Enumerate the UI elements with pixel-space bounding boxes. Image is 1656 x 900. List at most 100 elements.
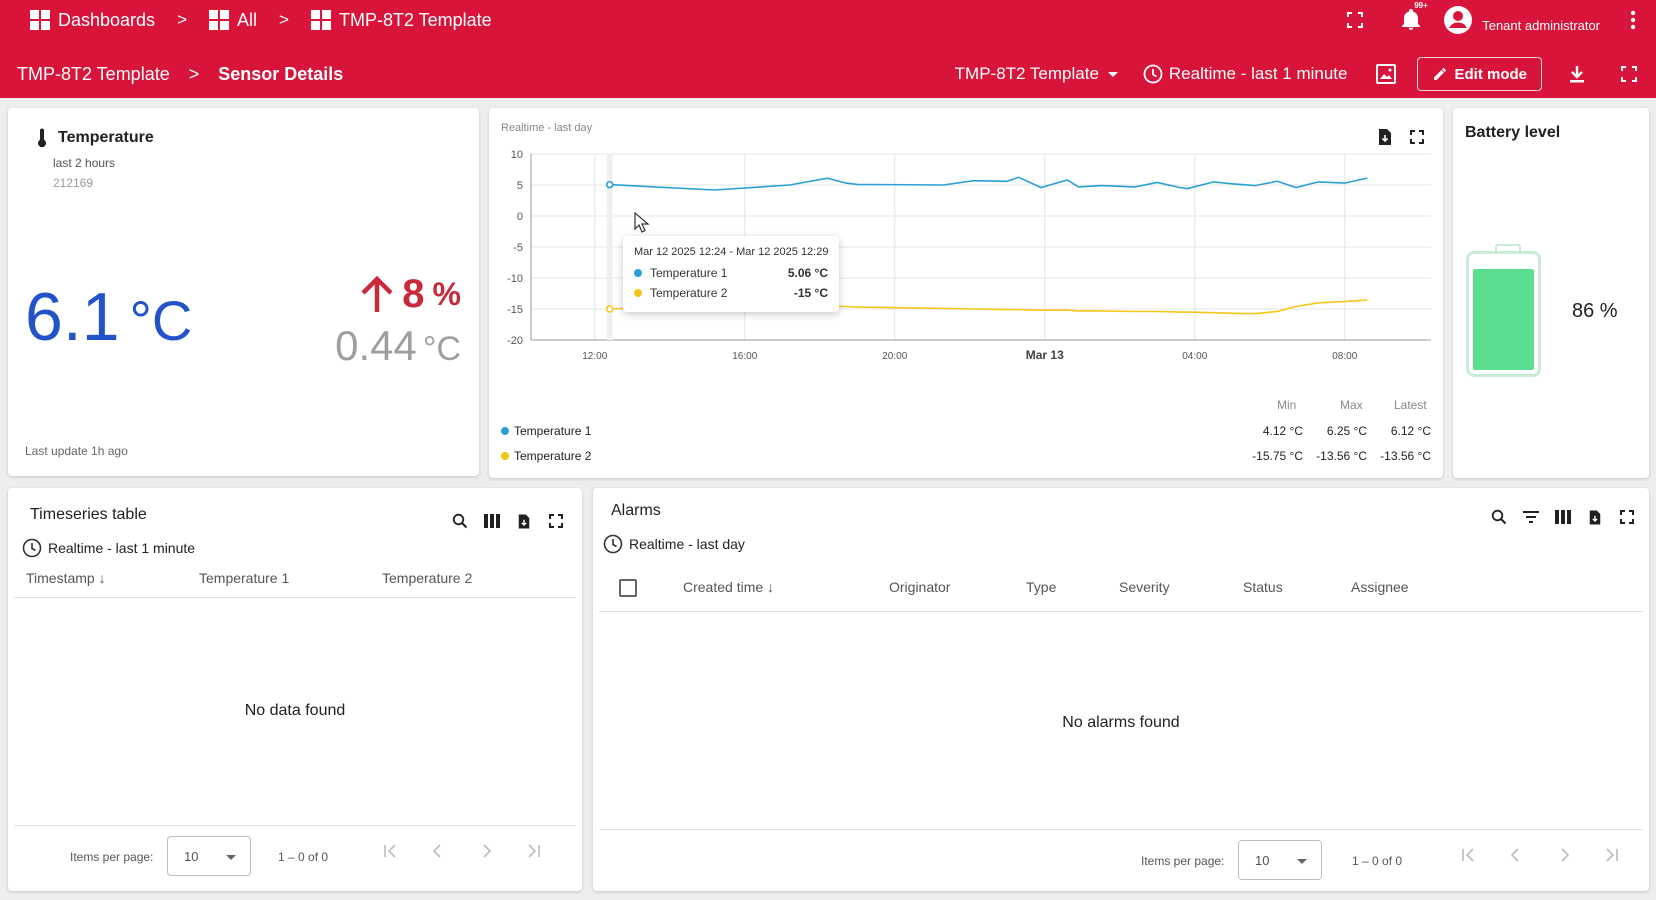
y-tick-label: -10 <box>507 273 523 285</box>
fullscreen-button[interactable] <box>1338 3 1372 37</box>
dashboard-select[interactable]: TMP-8T2 Template <box>955 64 1119 84</box>
x-tick-label: 12:00 <box>582 351 607 362</box>
crumb-dashboards[interactable]: Dashboards <box>30 10 155 31</box>
delta-percent-unit: % <box>432 276 461 312</box>
breadcrumb-separator: > <box>279 10 289 29</box>
legend-latest: 6.12 °C <box>1390 424 1431 438</box>
legend-min: 4.12 °C <box>1262 424 1303 438</box>
series-line-2 <box>609 299 1368 315</box>
series-line-1 <box>609 176 1368 191</box>
export-csv-button[interactable] <box>1369 120 1401 154</box>
timeseries-timewindow[interactable]: Realtime - last 1 minute <box>22 538 195 558</box>
prev-page-button[interactable] <box>414 844 462 858</box>
temperature-unit: °C <box>129 289 193 352</box>
table-header: Created time ↓ Originator Type Severity … <box>599 564 1643 612</box>
page-nav <box>366 844 558 858</box>
items-per-page-label: Items per page: <box>70 850 154 864</box>
export-button[interactable] <box>508 504 540 538</box>
timewindow-label: Realtime - last 1 minute <box>48 540 196 556</box>
items-per-page-select[interactable]: 10 <box>1238 840 1322 880</box>
tooltip-series-name: Temperature 1 <box>650 266 728 280</box>
battery-value: 86 % <box>1572 300 1618 322</box>
search-button[interactable] <box>444 504 476 538</box>
notification-badge: 99+ <box>1414 1 1428 10</box>
first-page-icon <box>1462 848 1474 862</box>
user-avatar[interactable] <box>1438 3 1478 37</box>
legend-item[interactable]: Temperature 1 4.12 °C 6.25 °C 6.12 °C <box>501 424 1431 438</box>
column-severity[interactable]: Severity <box>1119 579 1170 595</box>
dashboard-title[interactable]: TMP-8T2 Template <box>17 63 170 84</box>
search-button[interactable] <box>1483 500 1515 534</box>
temperature-chart-widget: 10 5 0 -5 -10 -15 -20 12:00 16:00 20:00 Mar 13 04:0… <box>489 108 1443 478</box>
tooltip-series-value: 5.06 °C <box>787 266 828 280</box>
chevron-left-icon <box>1510 848 1519 862</box>
columns-icon <box>1555 510 1571 524</box>
legend-max: 6.25 °C <box>1326 424 1367 438</box>
chevron-right-icon <box>483 844 492 858</box>
alarms-timewindow[interactable]: Realtime - last day <box>603 534 745 554</box>
widget-fullscreen-button[interactable] <box>1401 120 1433 154</box>
timewindow-button[interactable]: Realtime - last 1 minute <box>1143 64 1347 84</box>
columns-button[interactable] <box>476 504 508 538</box>
dashboard-icon <box>30 10 50 30</box>
series-dot <box>634 269 642 277</box>
chart-tooltip: Mar 12 2025 12:24 - Mar 12 2025 12:29 Te… <box>623 236 839 312</box>
prev-page-button[interactable] <box>1492 848 1540 862</box>
temperature-value: 6.1 °C <box>25 278 192 356</box>
first-page-button[interactable] <box>1444 848 1492 862</box>
items-per-page-select[interactable]: 10 <box>167 836 251 876</box>
next-page-button[interactable] <box>1540 848 1588 862</box>
column-timestamp[interactable]: Timestamp ↓ <box>26 570 106 586</box>
filter-button[interactable] <box>1515 500 1547 534</box>
more-menu-button[interactable] <box>1616 3 1650 37</box>
y-tick-label: -15 <box>507 304 523 316</box>
dashboard-fullscreen-button[interactable] <box>1612 57 1646 91</box>
delta-percent: 8% <box>360 272 461 317</box>
download-button[interactable] <box>1560 57 1594 91</box>
notifications-button[interactable]: 99+ <box>1394 1 1428 37</box>
y-tick-label: -20 <box>507 335 523 347</box>
paginator: Items per page: 10 1 – 0 of 0 <box>14 825 576 883</box>
filter-icon <box>1523 511 1539 523</box>
file-export-icon <box>1589 510 1601 524</box>
export-image-button[interactable] <box>1369 57 1403 91</box>
y-tick-label: 0 <box>517 211 523 223</box>
legend-dot <box>501 452 509 460</box>
crumb-all[interactable]: All <box>209 10 257 31</box>
fullscreen-icon <box>1410 130 1424 144</box>
crumb-template[interactable]: TMP-8T2 Template <box>310 9 492 31</box>
state-title: Sensor Details <box>218 63 344 84</box>
column-status[interactable]: Status <box>1243 579 1283 595</box>
last-page-button[interactable] <box>510 844 558 858</box>
last-page-button[interactable] <box>1588 848 1636 862</box>
widget-fullscreen-button[interactable] <box>1611 500 1643 534</box>
y-tick-label: -5 <box>513 242 523 254</box>
state-separator: > <box>188 63 200 84</box>
column-temperature-2[interactable]: Temperature 2 <box>382 570 473 586</box>
x-tick-label: 16:00 <box>732 351 757 362</box>
column-assignee[interactable]: Assignee <box>1351 579 1409 595</box>
more-vert-icon <box>1630 10 1636 30</box>
edit-mode-button[interactable]: Edit mode <box>1417 57 1542 91</box>
export-button[interactable] <box>1579 500 1611 534</box>
column-created-time[interactable]: Created time ↓ <box>683 579 774 595</box>
breadcrumb-separator: > <box>177 10 187 29</box>
caret-down-icon <box>226 855 236 860</box>
legend-item[interactable]: Temperature 2 -15.75 °C -13.56 °C -13.56… <box>501 449 1431 463</box>
column-type[interactable]: Type <box>1026 579 1057 595</box>
tooltip-series-value: -15 °C <box>793 286 828 300</box>
widget-fullscreen-button[interactable] <box>540 504 572 538</box>
columns-button[interactable] <box>1547 500 1579 534</box>
column-temperature-1[interactable]: Temperature 1 <box>199 570 290 586</box>
select-all-checkbox[interactable] <box>619 579 637 597</box>
column-originator[interactable]: Originator <box>889 579 951 595</box>
search-icon <box>452 513 468 529</box>
crumb-label: TMP-8T2 Template <box>338 9 492 30</box>
page-range: 1 – 0 of 0 <box>278 850 329 864</box>
first-page-button[interactable] <box>366 844 414 858</box>
clock-icon <box>1143 64 1163 84</box>
alarms-widget: Alarms Realtime - last day Created time … <box>593 488 1649 891</box>
next-page-button[interactable] <box>462 844 510 858</box>
series-dot <box>634 289 642 297</box>
legend-name: Temperature 1 <box>514 424 592 438</box>
